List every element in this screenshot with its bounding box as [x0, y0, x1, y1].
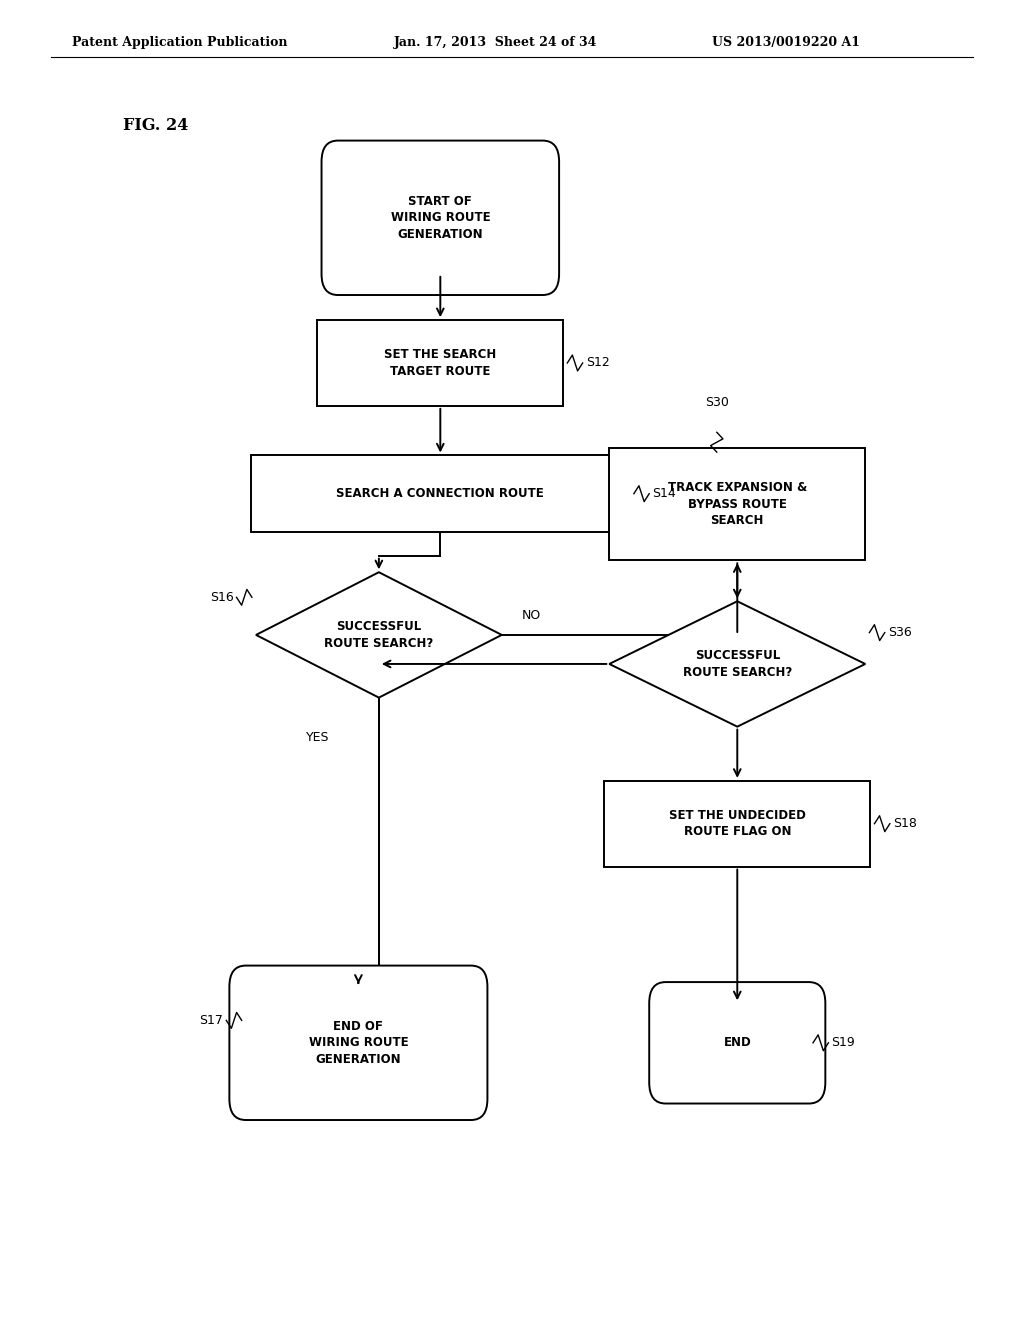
FancyBboxPatch shape: [322, 141, 559, 296]
Text: S19: S19: [831, 1036, 855, 1049]
Text: SUCCESSFUL
ROUTE SEARCH?: SUCCESSFUL ROUTE SEARCH?: [325, 620, 433, 649]
Text: S14: S14: [652, 487, 676, 500]
Text: FIG. 24: FIG. 24: [123, 117, 188, 133]
Text: SUCCESSFUL
ROUTE SEARCH?: SUCCESSFUL ROUTE SEARCH?: [683, 649, 792, 678]
Text: S12: S12: [586, 356, 609, 370]
Bar: [609, 449, 865, 560]
Bar: [251, 455, 630, 532]
Text: END: END: [723, 1036, 752, 1049]
Text: S16: S16: [210, 591, 233, 603]
Polygon shape: [256, 573, 502, 697]
Bar: [604, 780, 870, 866]
Text: YES: YES: [306, 731, 329, 743]
Text: S36: S36: [888, 626, 911, 639]
Text: US 2013/0019220 A1: US 2013/0019220 A1: [712, 36, 860, 49]
Text: SET THE SEARCH
TARGET ROUTE: SET THE SEARCH TARGET ROUTE: [384, 348, 497, 378]
Text: S30: S30: [705, 396, 729, 409]
Text: S17: S17: [200, 1014, 223, 1027]
Polygon shape: [609, 602, 865, 726]
Text: SEARCH A CONNECTION ROUTE: SEARCH A CONNECTION ROUTE: [337, 487, 544, 500]
Text: S18: S18: [893, 817, 916, 830]
Text: SET THE UNDECIDED
ROUTE FLAG ON: SET THE UNDECIDED ROUTE FLAG ON: [669, 809, 806, 838]
Text: Patent Application Publication: Patent Application Publication: [72, 36, 287, 49]
Text: NO: NO: [522, 609, 542, 622]
Text: END OF
WIRING ROUTE
GENERATION: END OF WIRING ROUTE GENERATION: [308, 1020, 409, 1065]
Text: START OF
WIRING ROUTE
GENERATION: START OF WIRING ROUTE GENERATION: [390, 195, 490, 240]
FancyBboxPatch shape: [229, 966, 487, 1119]
Text: TRACK EXPANSION &
BYPASS ROUTE
SEARCH: TRACK EXPANSION & BYPASS ROUTE SEARCH: [668, 482, 807, 527]
Bar: [317, 319, 563, 407]
FancyBboxPatch shape: [649, 982, 825, 1104]
Text: Jan. 17, 2013  Sheet 24 of 34: Jan. 17, 2013 Sheet 24 of 34: [394, 36, 598, 49]
